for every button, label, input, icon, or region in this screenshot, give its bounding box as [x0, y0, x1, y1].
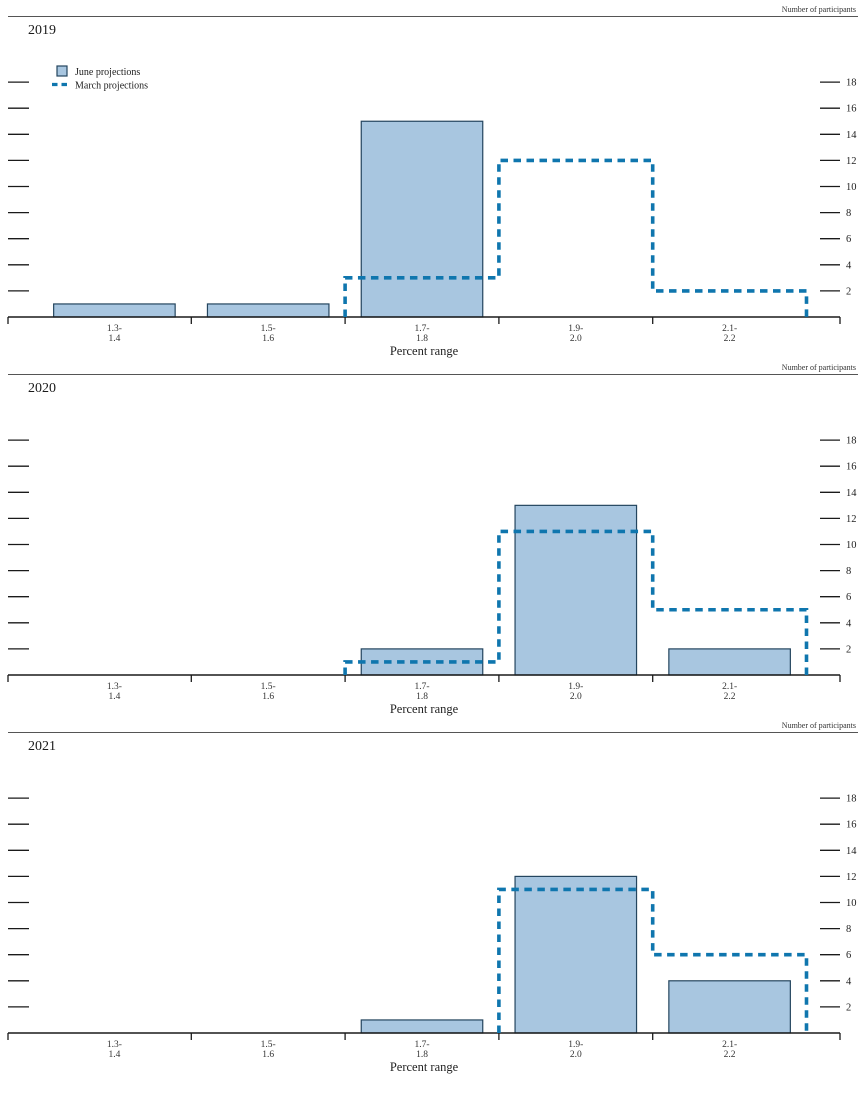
x-category-label: 2.0	[570, 334, 582, 344]
year-label: 2019	[28, 23, 56, 38]
x-category-label: 1.4	[108, 334, 120, 344]
panel-2021: Number of participants 2021 2 4 6 8 10 12 14 16…	[0, 720, 868, 1078]
x-category-label: 2.0	[570, 1050, 582, 1060]
june-projection-bar	[360, 1019, 484, 1034]
y-tick-label: 10	[846, 898, 857, 909]
year-label: 2020	[28, 381, 56, 396]
march-projection-step-line	[497, 887, 809, 1033]
june-projection-bar	[668, 980, 791, 1034]
x-category-label: 1.5-	[261, 1040, 276, 1050]
x-category-label: 1.9-	[568, 682, 583, 692]
y-tick-label: 8	[846, 208, 851, 219]
x-category-label: 1.5-	[261, 682, 276, 692]
x-category-label: 1.8	[416, 692, 428, 702]
june-projection-bar	[360, 120, 484, 318]
y-tick-label: 14	[846, 130, 857, 141]
x-category-label: 1.7-	[414, 324, 429, 334]
y-axis-title: Number of participants	[781, 363, 856, 372]
y-tick-label: 10	[846, 540, 857, 551]
june-projection-bar	[206, 303, 330, 318]
panel-header-2019: Number of participants 2019	[0, 4, 868, 39]
y-tick-label: 18	[846, 78, 857, 89]
y-tick-label: 2	[846, 644, 851, 655]
header-divider	[8, 732, 858, 733]
y-tick-label: 8	[846, 566, 851, 577]
x-category-label: 1.5-	[261, 324, 276, 334]
legend-june-swatch-icon	[56, 65, 68, 77]
x-category-label: 2.0	[570, 692, 582, 702]
legend-june-label: June projections	[75, 67, 140, 78]
x-category-label: 1.7-	[414, 682, 429, 692]
x-category-label: 1.6	[262, 1050, 274, 1060]
june-projection-bar	[514, 875, 638, 1034]
chart-2019: 246810121416181.3-1.41.5-1.61.7-1.81.9-2…	[7, 65, 857, 358]
june-projection-bar	[514, 504, 638, 676]
y-tick-label: 18	[846, 436, 857, 447]
june-projection-bar	[668, 648, 791, 676]
y-tick-label: 4	[846, 976, 852, 987]
panel-header-2021: Number of participants 2021	[0, 720, 868, 755]
x-category-label: 1.3-	[107, 1040, 122, 1050]
panel-2020: Number of participants 2020 2 4 6 8 10 12 14 16…	[0, 362, 868, 720]
y-tick-label: 16	[846, 104, 857, 115]
x-category-label: 1.9-	[568, 324, 583, 334]
y-tick-label: 14	[846, 488, 857, 499]
year-label: 2021	[28, 739, 56, 754]
y-tick-label: 2	[846, 1002, 851, 1013]
panel-2019: Number of participants 2019 2 4 6 8 10 12 14 16…	[0, 4, 868, 362]
x-category-label: 1.3-	[107, 324, 122, 334]
header-divider	[8, 374, 858, 375]
x-category-label: 1.3-	[107, 682, 122, 692]
x-axis-title: Percent range	[390, 344, 459, 358]
y-tick-label: 12	[846, 872, 857, 883]
y-tick-label: 14	[846, 846, 857, 857]
y-tick-label: 10	[846, 182, 857, 193]
panel-header-2020: Number of participants 2020	[0, 362, 868, 397]
y-tick-label: 6	[846, 234, 851, 245]
x-category-label: 1.4	[108, 1050, 120, 1060]
y-tick-label: 12	[846, 156, 857, 167]
y-tick-label: 6	[846, 592, 851, 603]
x-category-label: 1.9-	[568, 1040, 583, 1050]
x-category-label: 2.1-	[722, 682, 737, 692]
x-axis-title: Percent range	[390, 1060, 459, 1074]
y-tick-label: 4	[846, 260, 852, 271]
y-tick-label: 4	[846, 618, 852, 629]
y-tick-label: 12	[846, 514, 857, 525]
y-axis-title: Number of participants	[781, 721, 856, 730]
chart-2020: 246810121416181.3-1.41.5-1.61.7-1.81.9-2…	[7, 436, 857, 716]
x-category-label: 2.1-	[722, 1040, 737, 1050]
x-category-label: 1.4	[108, 692, 120, 702]
x-category-label: 1.8	[416, 334, 428, 344]
y-tick-label: 2	[846, 286, 851, 297]
x-category-label: 2.1-	[722, 324, 737, 334]
x-category-label: 1.6	[262, 692, 274, 702]
x-category-label: 2.2	[724, 692, 736, 702]
y-tick-label: 18	[846, 794, 857, 805]
y-tick-label: 16	[846, 462, 857, 473]
x-category-label: 2.2	[724, 334, 736, 344]
chart-2021: 246810121416181.3-1.41.5-1.61.7-1.81.9-2…	[7, 794, 857, 1074]
x-category-label: 1.7-	[414, 1040, 429, 1050]
header-divider	[8, 16, 858, 17]
y-axis-title: Number of participants	[781, 5, 856, 14]
sep-projection-histograms: Number of participants 2019 2 4 6 8 10 12 14 16…	[0, 4, 868, 1078]
x-category-label: 1.8	[416, 1050, 428, 1060]
x-category-label: 1.6	[262, 334, 274, 344]
x-category-label: 2.2	[724, 1050, 736, 1060]
x-axis-title: Percent range	[390, 702, 459, 716]
legend-march-label: March projections	[75, 81, 148, 92]
y-tick-label: 6	[846, 950, 851, 961]
y-tick-label: 16	[846, 820, 857, 831]
june-projection-bar	[53, 303, 176, 318]
y-tick-label: 8	[846, 924, 851, 935]
